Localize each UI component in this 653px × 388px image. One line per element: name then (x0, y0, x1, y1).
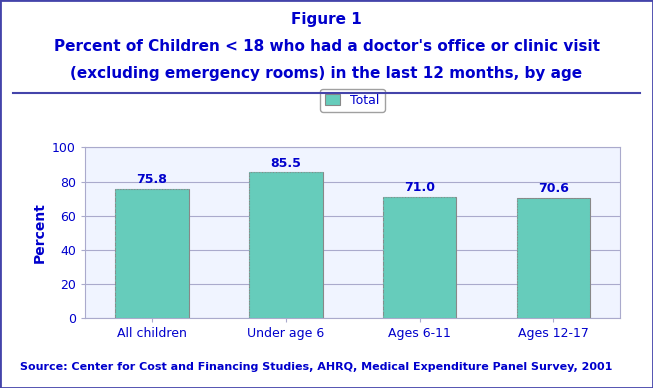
Bar (383, 197, 456, 318)
Bar (115, 189, 189, 318)
Text: (excluding emergency rooms) in the last 12 months, by age: (excluding emergency rooms) in the last … (71, 66, 582, 81)
Bar (249, 172, 323, 318)
Text: 70.6: 70.6 (538, 182, 569, 195)
Text: Figure 1: Figure 1 (291, 12, 362, 27)
Text: 75.8: 75.8 (136, 173, 167, 186)
Text: 85.5: 85.5 (270, 157, 301, 170)
Legend: Total: Total (321, 89, 385, 112)
Bar (517, 197, 590, 318)
Text: Percent of Children < 18 who had a doctor's office or clinic visit: Percent of Children < 18 who had a docto… (54, 39, 599, 54)
Bar (383, 197, 456, 318)
Bar (249, 172, 323, 318)
Bar (115, 189, 189, 318)
Y-axis label: Percent: Percent (33, 203, 46, 263)
Text: 71.0: 71.0 (404, 181, 435, 194)
Text: Source: Center for Cost and Financing Studies, AHRQ, Medical Expenditure Panel S: Source: Center for Cost and Financing St… (20, 362, 612, 372)
Bar (517, 197, 590, 318)
